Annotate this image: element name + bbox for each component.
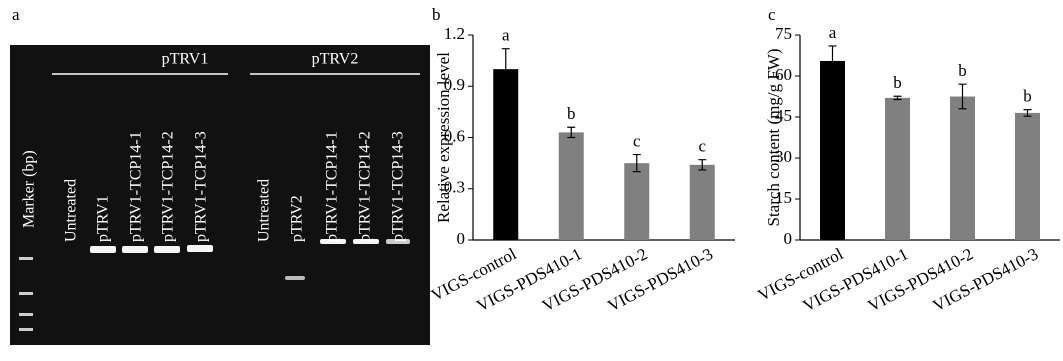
lane-label: Untreated — [256, 179, 273, 242]
significance-label: c — [698, 137, 706, 156]
bar — [820, 61, 845, 240]
significance-label: b — [893, 73, 902, 92]
figure: a b c pTRV1 pTRV2 Marker (bp) Untreatedp… — [0, 0, 1063, 361]
significance-label: b — [1023, 87, 1032, 106]
significance-label: b — [567, 104, 576, 123]
panel-label: a — [12, 5, 20, 24]
significance-label: a — [829, 23, 837, 42]
bar — [624, 163, 649, 240]
lane-label: pTRV1-TCP14-1 — [324, 131, 341, 242]
bar — [690, 165, 715, 240]
bar — [885, 98, 910, 240]
lane-label: pTRV1-TCP14-1 — [128, 131, 145, 242]
lane-label: pTRV1-TCP14-2 — [160, 131, 177, 242]
y-tick-label: 75 — [775, 24, 792, 43]
significance-label: a — [502, 26, 510, 45]
bar — [559, 132, 584, 240]
lane-label: pTRV1-TCP14-2 — [357, 131, 374, 242]
lane-label: Untreated — [63, 179, 80, 242]
y-axis-label: Relative expression level — [434, 52, 453, 223]
y-tick-label: 0 — [784, 229, 793, 248]
significance-label: c — [633, 131, 641, 150]
lane-label: pTRV1 — [95, 195, 112, 242]
lane-label: pTRV1-TCP14-3 — [390, 131, 407, 242]
bar — [950, 97, 975, 241]
y-tick-label: 0 — [457, 229, 466, 248]
significance-label: b — [958, 61, 967, 80]
lane-label: pTRV1-TCP14-3 — [193, 131, 210, 242]
group-label: pTRV2 — [312, 51, 359, 68]
gel: pTRV1 pTRV2 Marker (bp) Untreated pTRV1 pT… — [10, 45, 430, 345]
marker-label: Marker (bp) — [21, 150, 38, 228]
panel-label: c — [768, 5, 776, 24]
bar — [493, 69, 518, 240]
group-label: pTRV1 — [162, 51, 209, 68]
panel-label: b — [432, 5, 441, 24]
lane-label: pTRV2 — [289, 195, 306, 242]
y-tick-label: 1.2 — [444, 24, 465, 43]
bar — [1015, 113, 1040, 240]
y-axis-label: Starch content (mg/g FW) — [764, 49, 783, 227]
